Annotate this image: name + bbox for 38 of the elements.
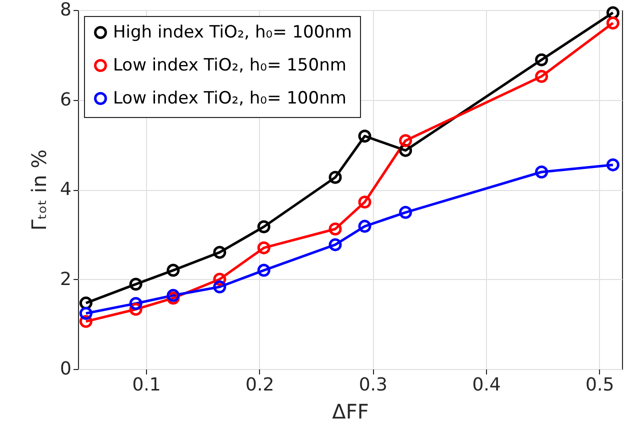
y-axis-title: Γₜₒₜ in % bbox=[27, 149, 52, 231]
point bbox=[606, 16, 620, 30]
point bbox=[328, 238, 342, 252]
y-tick-label: 6 bbox=[60, 89, 72, 110]
x-tick-label: 0.1 bbox=[132, 374, 161, 396]
legend-label: Low index TiO₂, h₀= 100nm bbox=[113, 88, 346, 108]
y-tick-label: 0 bbox=[60, 358, 72, 380]
point bbox=[166, 264, 180, 277]
point bbox=[399, 134, 412, 148]
point bbox=[79, 306, 92, 320]
point bbox=[328, 222, 342, 236]
point bbox=[257, 264, 270, 277]
x-tick-label: 0.4 bbox=[472, 374, 501, 396]
legend-label: High index TiO₂, h₀= 100nm bbox=[113, 22, 352, 42]
x-tick-label: 0.5 bbox=[586, 374, 614, 396]
point bbox=[535, 53, 548, 66]
y-tick-label: 2 bbox=[60, 268, 72, 290]
y-tick-label: 8 bbox=[60, 0, 72, 20]
point bbox=[166, 288, 180, 302]
point bbox=[358, 220, 372, 233]
point bbox=[399, 206, 412, 219]
point bbox=[606, 158, 620, 172]
point bbox=[328, 170, 342, 184]
x-tick-label: 0.2 bbox=[246, 374, 274, 396]
point bbox=[129, 278, 142, 291]
point bbox=[129, 297, 142, 310]
point bbox=[213, 246, 226, 259]
point bbox=[358, 130, 372, 143]
legend-label: Low index TiO₂, h₀= 150nm bbox=[113, 56, 346, 76]
x-tick-label: 0.3 bbox=[358, 374, 388, 396]
point bbox=[535, 166, 548, 178]
y-tick-label: 4 bbox=[60, 179, 72, 200]
point bbox=[213, 280, 226, 294]
point bbox=[257, 220, 270, 234]
x-axis-title: ΔFF bbox=[332, 400, 369, 424]
point bbox=[257, 241, 270, 254]
point bbox=[358, 196, 372, 209]
point bbox=[535, 70, 548, 83]
